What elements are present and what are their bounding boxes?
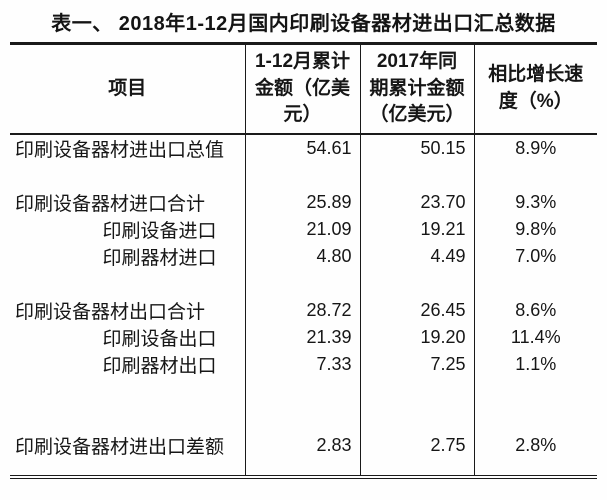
- amount-2017-value: 26.45: [359, 297, 474, 324]
- item-label: 印刷器材进口: [102, 248, 217, 269]
- table-row-total: 印刷设备器材进出口总值 54.61 50.15 8.9%: [10, 134, 597, 162]
- item-label: 印刷设备进口: [102, 221, 217, 242]
- amount-2018-value: 28.72: [244, 297, 360, 324]
- item-label: 印刷设备器材出口合计: [15, 302, 206, 323]
- amount-2017-value: 50.15: [359, 134, 474, 162]
- amount-2018-value: 21.09: [244, 216, 360, 243]
- growth-value: 2.8%: [473, 432, 597, 459]
- item-label: 印刷设备出口: [102, 329, 217, 350]
- spacer-row: [10, 459, 597, 475]
- spacer-row: [10, 378, 597, 432]
- column-header-growth: 相比增长速 度（%）: [473, 45, 597, 135]
- column-header-amount-2018: 1-12月累计 金额（亿美 元）: [244, 45, 360, 135]
- amount-2018-value: 21.39: [244, 324, 360, 351]
- summary-table-container: 项目 1-12月累计 金额（亿美 元） 2017年同 期累计金额 （亿美元） 相…: [10, 42, 597, 479]
- table-row-balance: 印刷设备器材进出口差额 2.83 2.75 2.8%: [10, 432, 597, 459]
- amount-2017-value: 4.49: [359, 243, 474, 270]
- amount-2017-value: 2.75: [359, 432, 474, 459]
- amount-2017-value: 19.20: [359, 324, 474, 351]
- column-header-amount-2017: 2017年同 期累计金额 （亿美元）: [359, 45, 474, 135]
- growth-value: 8.6%: [473, 297, 597, 324]
- item-label: 印刷设备器材进出口差额: [15, 437, 225, 458]
- item-label: 印刷器材出口: [102, 356, 217, 377]
- header-row: 项目 1-12月累计 金额（亿美 元） 2017年同 期累计金额 （亿美元） 相…: [10, 45, 597, 135]
- spacer-row: [10, 270, 597, 297]
- table-row-import-total: 印刷设备器材进口合计 25.89 23.70 9.3%: [10, 189, 597, 216]
- item-label: 印刷设备器材进口合计: [15, 194, 206, 215]
- table-row-export-total: 印刷设备器材出口合计 28.72 26.45 8.6%: [10, 297, 597, 324]
- amount-2017-value: 19.21: [359, 216, 474, 243]
- table-caption: 表一、 2018年1-12月国内印刷设备器材进出口汇总数据: [51, 12, 556, 35]
- amount-2018-value: 2.83: [244, 432, 360, 459]
- table-row-materials-import: 印刷器材进口 4.80 4.49 7.0%: [10, 243, 597, 270]
- amount-2017-value: 7.25: [359, 351, 474, 378]
- growth-value: 9.3%: [473, 189, 597, 216]
- growth-value: 11.4%: [473, 324, 597, 351]
- amount-2017-value: 23.70: [359, 189, 474, 216]
- growth-value: 9.8%: [473, 216, 597, 243]
- growth-value: 1.1%: [473, 351, 597, 378]
- table-row-equipment-import: 印刷设备进口 21.09 19.21 9.8%: [10, 216, 597, 243]
- item-label: 印刷设备器材进出口总值: [15, 140, 225, 161]
- amount-2018-value: 25.89: [244, 189, 360, 216]
- table-row-materials-export: 印刷器材出口 7.33 7.25 1.1%: [10, 351, 597, 378]
- table-row-equipment-export: 印刷设备出口 21.39 19.20 11.4%: [10, 324, 597, 351]
- growth-value: 8.9%: [473, 134, 597, 162]
- spacer-row: [10, 162, 597, 189]
- summary-table: 项目 1-12月累计 金额（亿美 元） 2017年同 期累计金额 （亿美元） 相…: [10, 45, 597, 475]
- amount-2018-value: 54.61: [244, 134, 360, 162]
- amount-2018-value: 7.33: [244, 351, 360, 378]
- column-header-item: 项目: [10, 45, 245, 135]
- growth-value: 7.0%: [473, 243, 597, 270]
- amount-2018-value: 4.80: [244, 243, 360, 270]
